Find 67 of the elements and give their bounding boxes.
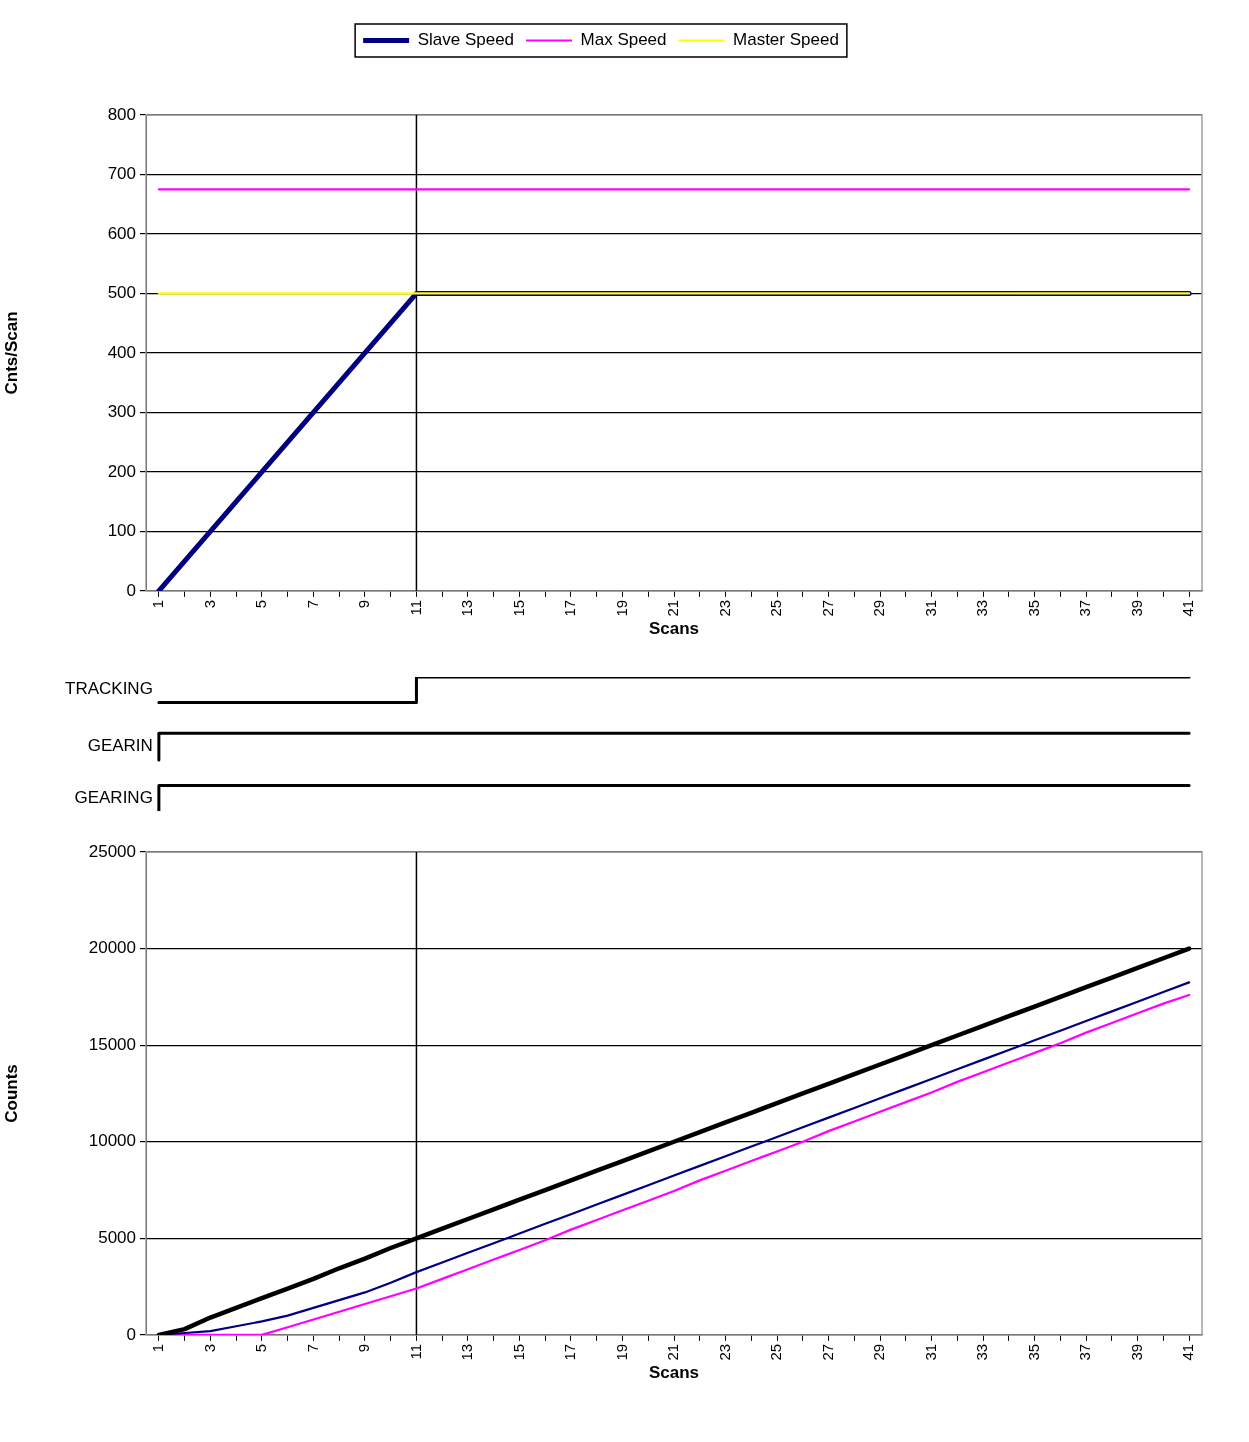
x-tick-label: 41 (1179, 1343, 1197, 1361)
x-tick-label: 23 (715, 599, 733, 617)
x-tick-label: 9 (355, 599, 373, 609)
y-tick-label: 0 (126, 1324, 136, 1344)
y-tick-label: 0 (126, 580, 136, 600)
y-tick-label: 5000 (98, 1228, 136, 1248)
y-tick-label: 800 (107, 104, 136, 124)
x-tick-label: 5 (252, 599, 270, 609)
y-axis-title: Cnts/Scan (1, 311, 21, 395)
x-axis-title: Scans (648, 1363, 700, 1383)
x-tick-label: 17 (561, 599, 579, 617)
y-tick-label: 300 (107, 402, 136, 422)
x-tick-label: 11 (406, 1343, 424, 1360)
x-tick-label: 19 (612, 599, 630, 617)
x-tick-label: 39 (1127, 599, 1145, 617)
x-tick-label: 23 (715, 1343, 733, 1361)
x-tick-label: 35 (1024, 1343, 1042, 1361)
x-tick-label: 3 (200, 1343, 218, 1353)
x-tick-label: 21 (664, 1343, 682, 1361)
y-tick-label: 200 (107, 461, 136, 481)
x-tick-label: 17 (561, 1343, 579, 1361)
series-label: GEARING (74, 787, 153, 807)
y-tick-label: 100 (107, 521, 136, 541)
x-axis-title: Scans (648, 619, 700, 639)
x-tick-label: 15 (509, 599, 527, 617)
x-tick-label: 1 (149, 599, 167, 609)
x-tick-label: 29 (870, 599, 888, 617)
x-tick-label: 5 (252, 1343, 270, 1353)
y-tick-label: 500 (107, 283, 136, 303)
x-tick-label: 35 (1024, 599, 1042, 617)
y-tick-label: 15000 (88, 1034, 136, 1054)
x-tick-label: 15 (509, 1343, 527, 1361)
x-tick-label: 27 (818, 599, 836, 617)
x-tick-label: 9 (355, 1343, 373, 1353)
x-tick-label: 3 (200, 599, 218, 609)
x-tick-label: 11 (406, 599, 424, 616)
x-tick-label: 7 (303, 1343, 321, 1353)
x-tick-label: 21 (664, 599, 682, 617)
y-axis-title: Counts (1, 1064, 21, 1123)
x-tick-label: 33 (973, 1343, 991, 1361)
y-tick-label: 700 (107, 164, 136, 184)
x-tick-label: 13 (458, 1343, 476, 1361)
x-tick-label: 37 (1076, 1343, 1094, 1361)
x-tick-label: 1 (149, 1343, 167, 1353)
y-tick-label: 10000 (88, 1131, 136, 1151)
x-tick-label: 13 (458, 599, 476, 617)
y-tick-label: 20000 (88, 938, 136, 958)
x-tick-label: 41 (1179, 599, 1197, 617)
x-tick-label: 27 (818, 1343, 836, 1361)
x-tick-label: 19 (612, 1343, 630, 1361)
x-tick-label: 37 (1076, 599, 1094, 617)
y-tick-label: 25000 (88, 841, 136, 861)
x-tick-label: 25 (767, 1343, 785, 1361)
x-tick-label: 29 (870, 1343, 888, 1361)
x-tick-label: 31 (921, 1343, 939, 1361)
y-tick-label: 400 (107, 342, 136, 362)
series-label: GEARIN (87, 736, 153, 756)
x-tick-label: 33 (973, 599, 991, 617)
x-tick-label: 39 (1127, 1343, 1145, 1361)
y-tick-label: 600 (107, 223, 136, 243)
legend-label: Max Speed (580, 30, 667, 50)
x-tick-label: 7 (303, 599, 321, 609)
legend-label: Slave Speed (417, 30, 515, 50)
x-tick-label: 25 (767, 599, 785, 617)
x-tick-label: 31 (921, 599, 939, 617)
series-label: TRACKING (65, 679, 153, 699)
legend-label: Master Speed (733, 30, 839, 50)
